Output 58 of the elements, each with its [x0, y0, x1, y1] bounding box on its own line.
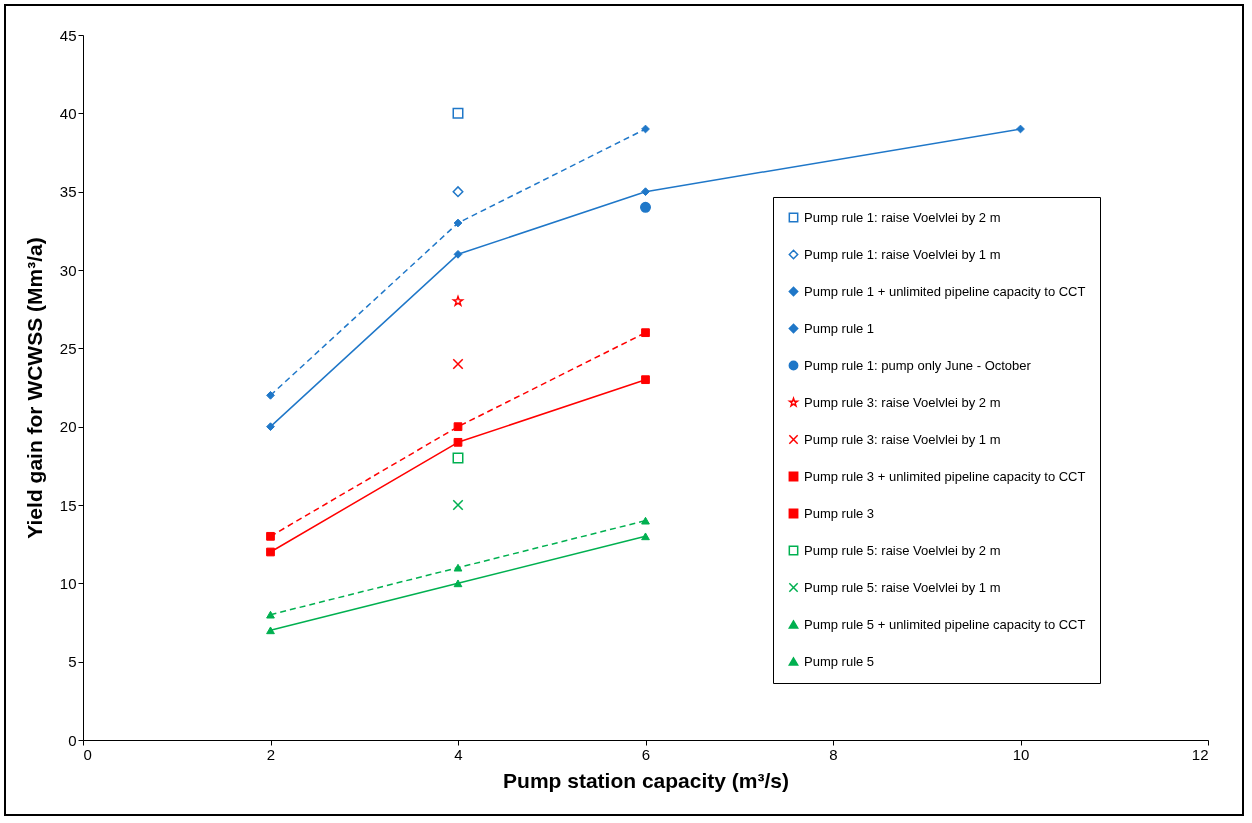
- point: [266, 547, 275, 557]
- x-tick-label: 0: [83, 745, 92, 763]
- point: [453, 563, 463, 572]
- legend-label: Pump rule 5: [804, 653, 875, 669]
- point: [452, 107, 464, 119]
- point: [266, 531, 275, 541]
- point: [453, 218, 463, 228]
- point: [452, 295, 464, 306]
- point: [453, 579, 463, 588]
- x-tick-label: 4: [454, 745, 463, 763]
- point: [641, 532, 650, 541]
- y-axis-title: Yield gain for WCWSS (Mm³/a): [22, 237, 46, 539]
- legend-label: Pump rule 1: [804, 320, 875, 336]
- y-tick-label: 15: [59, 496, 77, 514]
- y-tick-label: 40: [59, 104, 77, 122]
- y-tick-label: 35: [59, 183, 77, 201]
- y-tick-label: 25: [59, 339, 77, 357]
- x-tick-label: 8: [829, 745, 838, 763]
- point: [452, 186, 464, 198]
- legend-label: Pump rule 5: raise Voelvlei by 1 m: [804, 579, 1001, 595]
- point: [641, 375, 650, 385]
- y-tick-label: 0: [68, 731, 77, 749]
- legend-label: Pump rule 3: [804, 505, 875, 521]
- legend-label: Pump rule 1: raise Voelvlei by 1 m: [804, 246, 1001, 262]
- point: [266, 390, 275, 400]
- point: [452, 452, 464, 464]
- y-tick-label: 5: [68, 653, 77, 671]
- point: [266, 422, 275, 432]
- point: [452, 358, 464, 370]
- legend-label: Pump rule 3 + unlimited pipeline capacity to CCT: [804, 468, 1086, 484]
- point: [453, 422, 463, 432]
- point: [640, 201, 651, 213]
- x-tick-label: 10: [1012, 745, 1030, 763]
- point: [452, 499, 464, 511]
- y-tick-label: 45: [59, 26, 77, 44]
- point: [266, 626, 275, 635]
- y-tick-label: 20: [59, 418, 77, 436]
- legend-label: Pump rule 5 + unlimited pipeline capacity to CCT: [804, 616, 1086, 632]
- point: [453, 249, 463, 259]
- x-axis-title: Pump station capacity (m³/s): [503, 768, 789, 792]
- y-tick-label: 10: [59, 574, 77, 592]
- point: [453, 437, 463, 447]
- y-tick-label: 30: [59, 261, 77, 279]
- legend-label: Pump rule 3: raise Voelvlei by 2 m: [804, 394, 1001, 410]
- legend-label: Pump rule 1 + unlimited pipeline capacity to CCT: [804, 283, 1086, 299]
- point: [641, 328, 650, 338]
- x-tick-label: 12: [1191, 745, 1209, 763]
- point: [641, 516, 650, 525]
- x-tick-label: 2: [266, 745, 276, 763]
- point: [266, 610, 275, 619]
- legend-label: Pump rule 5: raise Voelvlei by 2 m: [804, 542, 1001, 558]
- legend-label: Pump rule 1: raise Voelvlei by 2 m: [804, 209, 1001, 225]
- legend-label: Pump rule 1: pump only June - October: [804, 357, 1032, 373]
- point: [641, 187, 650, 197]
- point: [641, 124, 650, 134]
- legend-label: Pump rule 3: raise Voelvlei by 1 m: [804, 431, 1001, 447]
- x-tick-label: 6: [641, 745, 651, 763]
- point: [1016, 124, 1025, 134]
